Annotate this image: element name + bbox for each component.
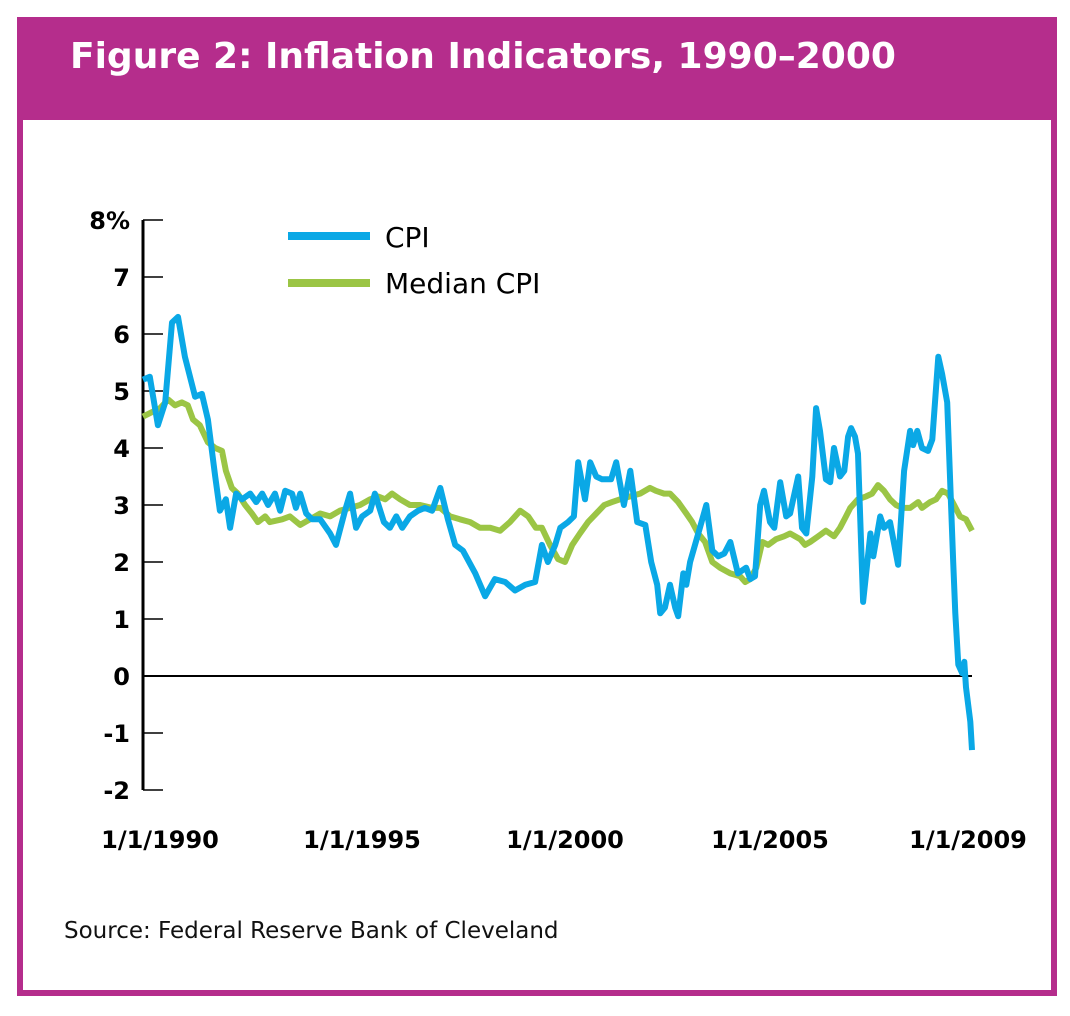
figure-header — [17, 17, 1057, 120]
y-tick-label: 1 — [113, 606, 130, 634]
x-tick-label: 1/1/2009 — [909, 826, 1027, 854]
x-tick-label: 1/1/2005 — [711, 826, 829, 854]
x-tick-label: 1/1/2000 — [506, 826, 624, 854]
y-tick-label: -2 — [103, 777, 130, 805]
y-tick-label: 8% — [89, 207, 130, 235]
source-note: Source: Federal Reserve Bank of Clevelan… — [64, 918, 559, 944]
series-line-median-cpi — [141, 396, 975, 585]
y-tick-label: 5 — [113, 378, 130, 406]
y-tick-label: 2 — [113, 549, 130, 577]
legend-label-median-cpi: Median CPI — [385, 267, 540, 300]
y-tick-label: -1 — [103, 720, 130, 748]
figure-frame — [17, 17, 1057, 996]
legend: CPI Median CPI — [288, 221, 540, 300]
y-tick-label: 7 — [113, 264, 130, 292]
y-tick-label: 3 — [113, 492, 130, 520]
series-lines — [141, 313, 975, 751]
y-tick-label: 0 — [113, 663, 130, 691]
figure-title: Figure 2: Inflation Indicators, 1990–200… — [70, 36, 896, 77]
x-tick-label: 1/1/1990 — [101, 826, 219, 854]
series-line-cpi — [141, 313, 975, 751]
y-axis: 8% 7 6 5 4 3 2 1 0 -1 -2 — [89, 207, 972, 805]
y-tick-label: 6 — [113, 321, 130, 349]
x-tick-label: 1/1/1995 — [303, 826, 421, 854]
y-tick-label: 4 — [113, 435, 130, 463]
legend-label-cpi: CPI — [385, 221, 430, 254]
